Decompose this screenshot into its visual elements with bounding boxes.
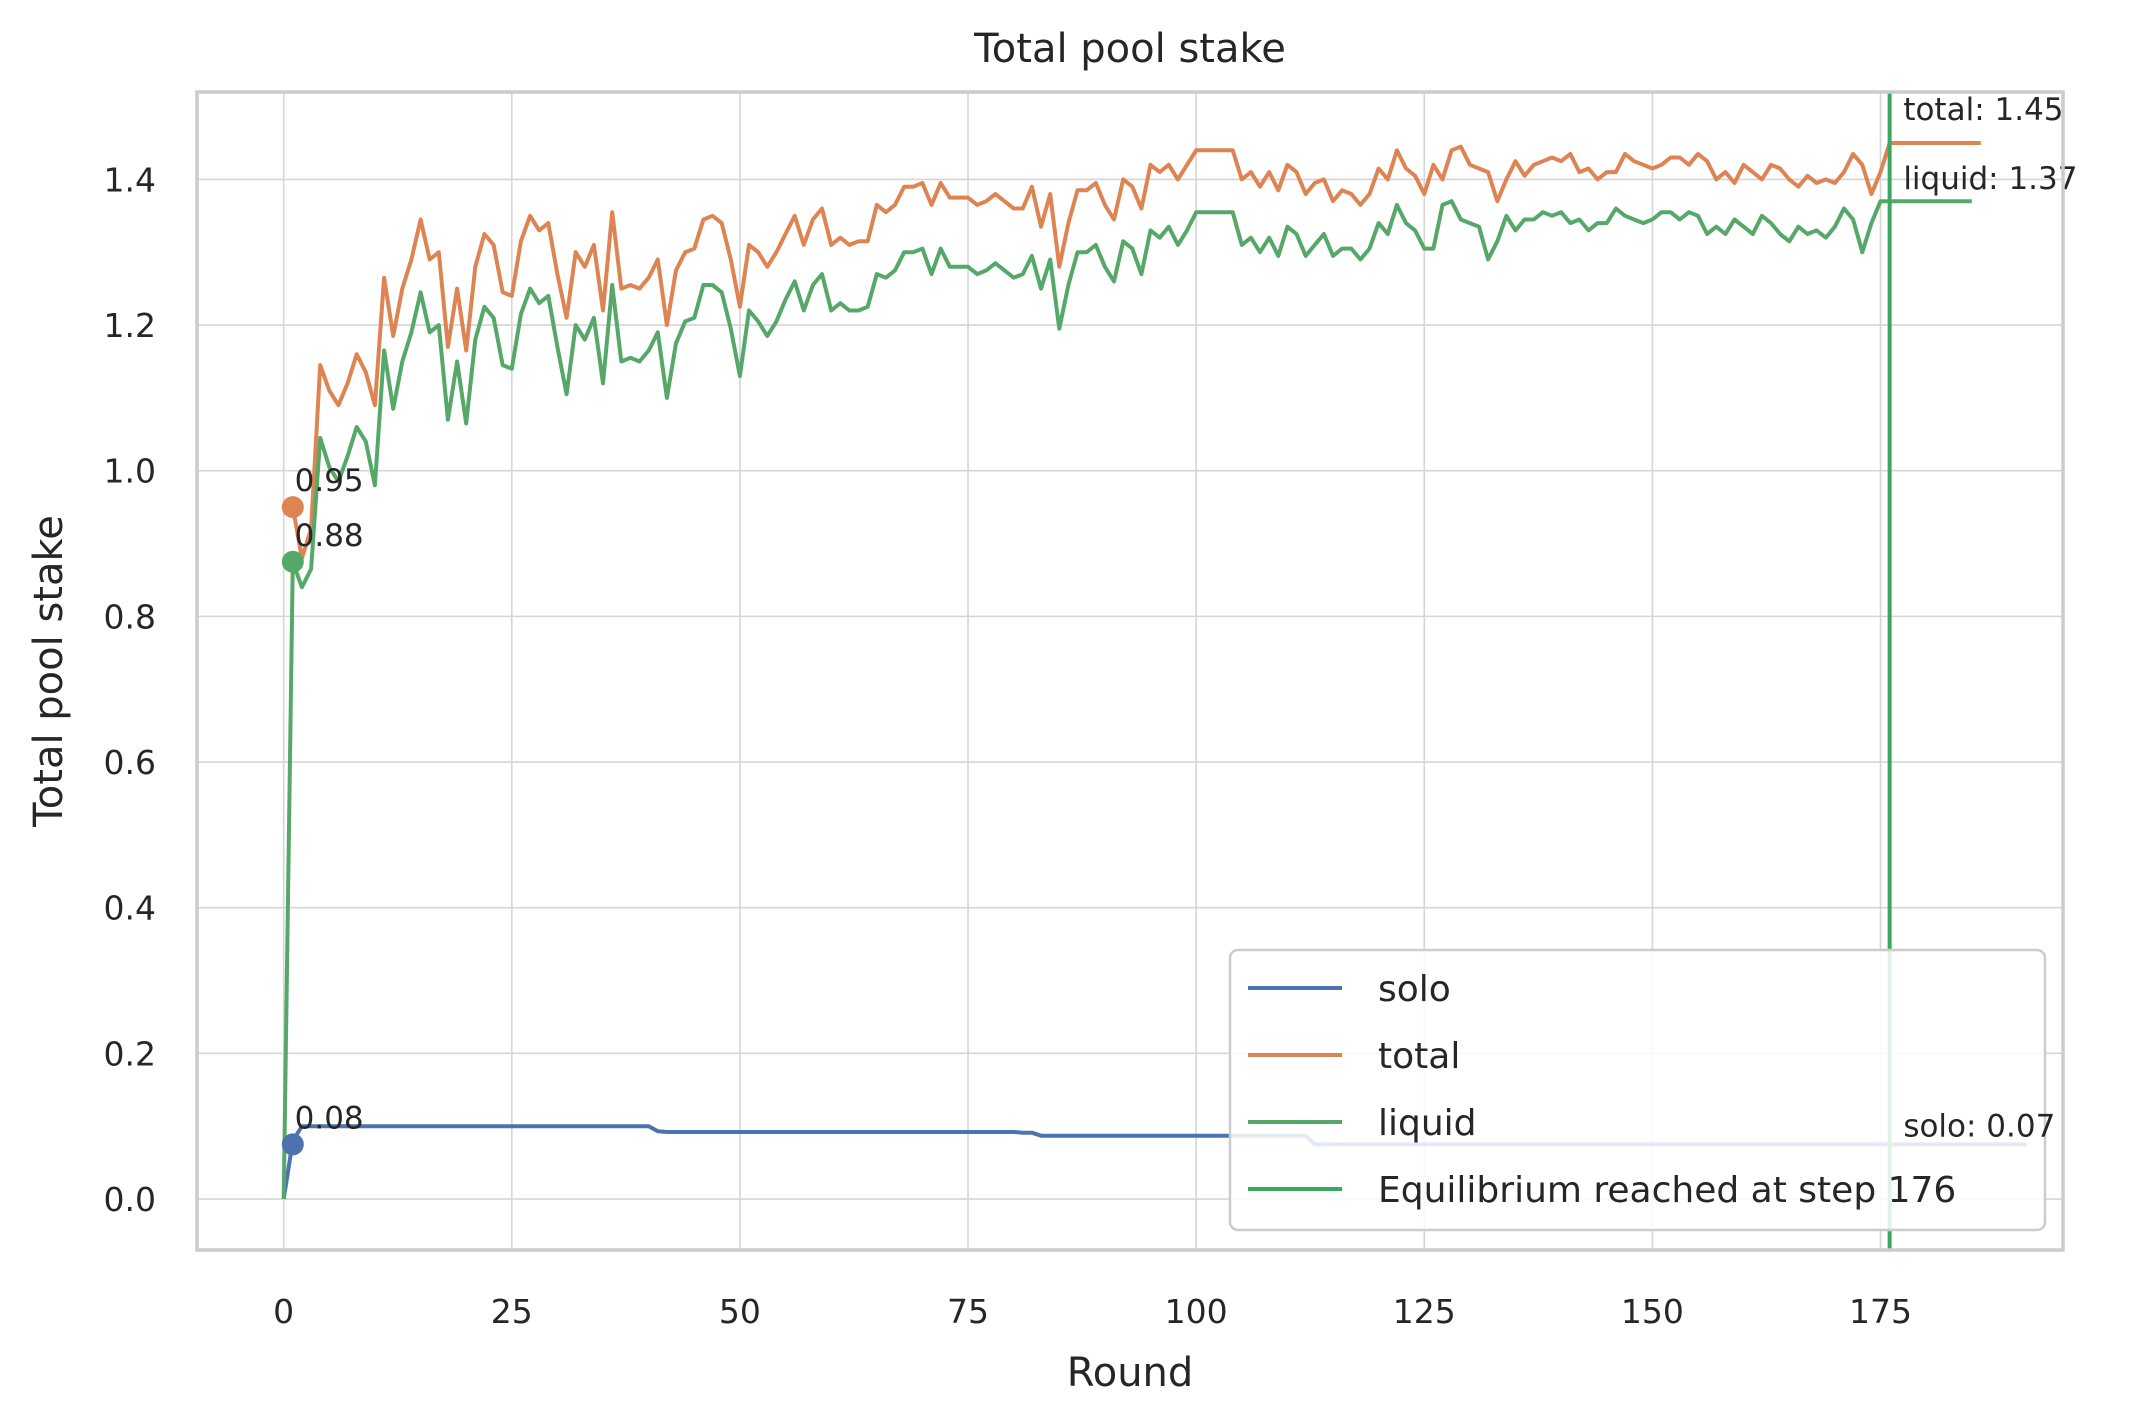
annotation-label: solo: 0.07 xyxy=(1903,1108,2055,1144)
annotation-label: liquid: 1.37 xyxy=(1903,161,2077,197)
x-axis-ticks: 0 25 50 75 100 125 150 175 xyxy=(273,1292,1912,1331)
x-tick-label: 0 xyxy=(273,1292,294,1331)
legend: solo total liquid Equilibrium reached at st… xyxy=(1228,948,2047,1232)
x-tick-label: 25 xyxy=(491,1292,533,1331)
x-axis-label: Round xyxy=(1067,1350,1194,1396)
y-tick-label: 1.2 xyxy=(104,306,156,345)
legend-label: Equilibrium reached at step 176 xyxy=(1378,1170,1956,1211)
y-tick-label: 1.4 xyxy=(104,160,156,199)
y-axis-label: Total pool stake xyxy=(26,515,72,828)
legend-box xyxy=(1228,948,2047,1232)
x-tick-label: 175 xyxy=(1849,1292,1912,1331)
annotation-label: total: 1.45 xyxy=(1903,92,2063,128)
annotation-label: 0.95 xyxy=(295,463,364,499)
x-tick-label: 125 xyxy=(1393,1292,1456,1331)
marker-liquid xyxy=(281,550,304,573)
series-line-total xyxy=(290,141,1981,561)
chart-title: Total pool stake xyxy=(973,26,1286,72)
marker-solo xyxy=(281,1133,304,1156)
y-tick-label: 0.0 xyxy=(104,1180,156,1219)
x-tick-label: 100 xyxy=(1165,1292,1228,1331)
x-tick-label: 50 xyxy=(719,1292,761,1331)
y-tick-label: 0.8 xyxy=(104,597,156,636)
y-tick-label: 1.0 xyxy=(104,452,156,491)
series-line-liquid xyxy=(281,199,1972,1200)
plot-frame xyxy=(195,90,2065,1252)
legend-label: total xyxy=(1378,1036,1460,1077)
y-tick-label: 0.2 xyxy=(104,1034,156,1073)
y-tick-label: 0.4 xyxy=(104,889,156,928)
marker-total xyxy=(281,496,304,519)
y-tick-label: 0.6 xyxy=(104,743,156,782)
x-tick-label: 150 xyxy=(1621,1292,1684,1331)
legend-label: solo xyxy=(1378,969,1451,1010)
x-tick-label: 75 xyxy=(947,1292,989,1331)
legend-label: liquid xyxy=(1378,1103,1477,1144)
y-axis-ticks: 0.0 0.2 0.4 0.6 0.8 1.0 1.2 1.4 xyxy=(104,160,156,1219)
annotation-layer: 0.95 0.88 0.08 total: 1.45 liquid: 1.37 xyxy=(295,92,2078,1136)
annotation-label: 0.08 xyxy=(295,1100,364,1136)
annotation-label: 0.88 xyxy=(295,518,364,554)
